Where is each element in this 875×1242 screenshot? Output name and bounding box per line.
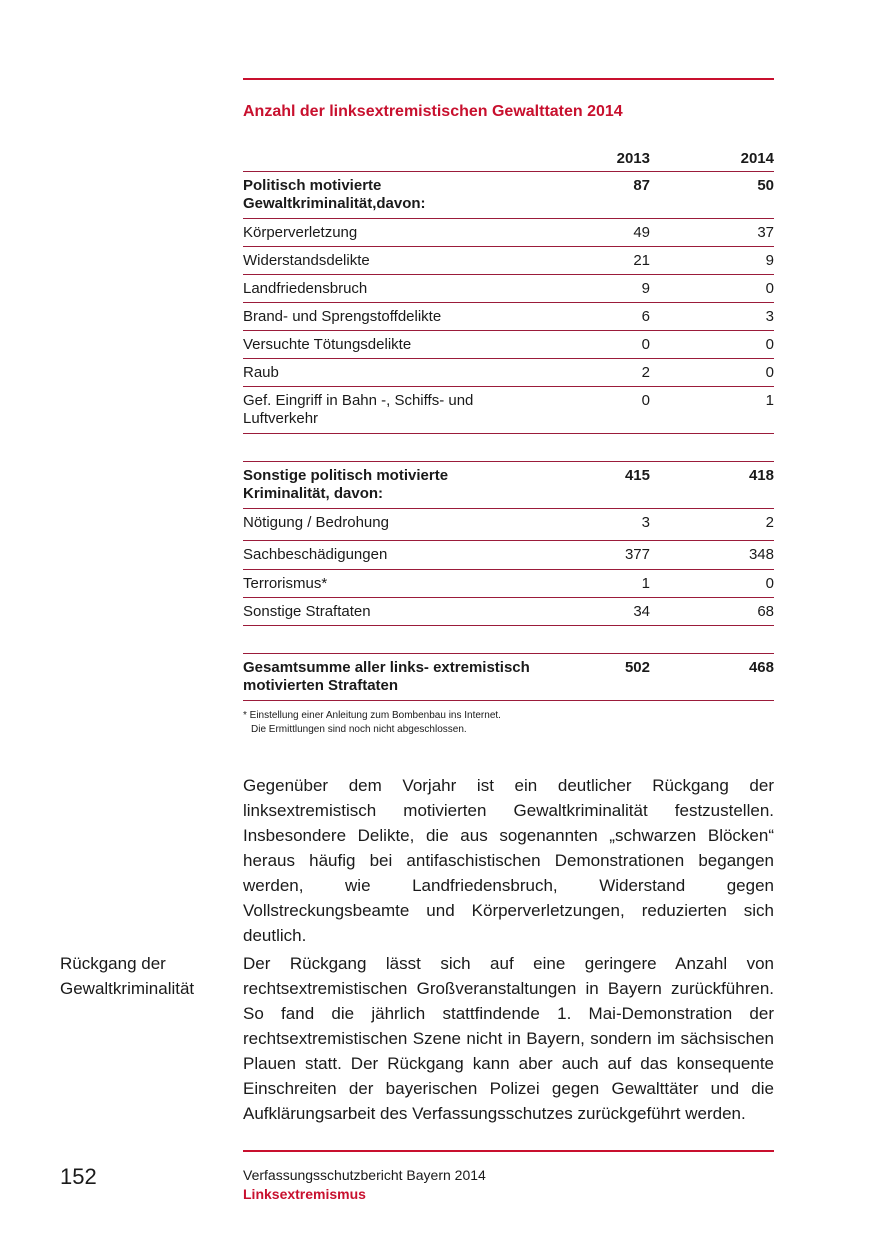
table-row: Brand- und Sprengstoffdelikte 6 3	[243, 303, 774, 331]
body-paragraph: Der Rückgang lässt sich auf eine geringe…	[243, 954, 774, 1123]
value-2013: 6	[641, 308, 650, 325]
section-title: Linksextremismus	[243, 1186, 366, 1202]
value-2014: 0	[765, 336, 774, 353]
row-label: Sachbeschädigungen	[243, 546, 388, 563]
page-number: 152	[60, 1164, 97, 1189]
row-label: Terrorismus*	[243, 575, 328, 592]
table-row: Landfriedensbruch 9 0	[243, 275, 774, 303]
value-2013: 1	[641, 575, 650, 592]
value-2014: 418	[748, 467, 774, 484]
table-header-row: 2013 2014	[243, 146, 774, 172]
value-2014: 37	[757, 224, 774, 241]
row-label: Nötigung / Bedrohung	[243, 514, 389, 531]
value-2014: 1	[765, 392, 774, 409]
table-row: Sonstige politisch motivierte Kriminalit…	[243, 462, 774, 509]
table-row: Sonstige Straftaten 34 68	[243, 598, 774, 626]
value-2013: 0	[641, 336, 650, 353]
value-2013: 0	[641, 392, 650, 409]
row-label: Politisch motivierte Gewaltkriminalität,…	[243, 177, 426, 212]
value-2014: 9	[765, 252, 774, 269]
value-2013: 3	[641, 514, 650, 531]
table-row: Raub 2 0	[243, 359, 774, 387]
table-row: Terrorismus* 1 0	[243, 570, 774, 598]
row-label: Gesamtsumme aller links- extremistisch m…	[243, 659, 530, 694]
table-spacer	[243, 626, 774, 654]
value-2013: 415	[624, 467, 650, 484]
value-2013: 49	[633, 224, 650, 241]
row-label: Widerstandsdelikte	[243, 252, 370, 269]
table-row: Sachbeschädigungen 377 348	[243, 541, 774, 570]
row-label: Landfriedensbruch	[243, 280, 368, 297]
table-row: Gef. Eingriff in Bahn -, Schiffs- und Lu…	[243, 387, 774, 434]
value-2014: 50	[757, 177, 774, 194]
value-2014: 468	[748, 659, 774, 676]
footnote-line: * Einstellung einer Anleitung zum Bomben…	[243, 710, 501, 721]
value-2014: 0	[765, 364, 774, 381]
margin-note: Rückgang der Gewaltkriminalität	[60, 951, 194, 1001]
statistics-table: 2013 2014 Politisch motivierte Gewaltkri…	[243, 146, 774, 701]
value-2014: 2	[765, 514, 774, 531]
table-row: Körperverletzung 49 37	[243, 219, 774, 247]
value-2013: 9	[641, 280, 650, 297]
margin-note-line: Rückgang der	[60, 954, 166, 973]
table-row: Versuchte Tötungsdelikte 0 0	[243, 331, 774, 359]
value-2013: 2	[641, 364, 650, 381]
footnote-line: Die Ermittlungen sind noch nicht abgesch…	[251, 724, 467, 735]
table-title: Anzahl der linksextremistischen Gewaltta…	[243, 103, 623, 120]
value-2014: 68	[757, 603, 774, 620]
table-row-total: Gesamtsumme aller links- extremistisch m…	[243, 654, 774, 701]
column-header-2013: 2013	[616, 150, 650, 167]
value-2013: 87	[633, 177, 650, 194]
table-row: Politisch motivierte Gewaltkriminalität,…	[243, 172, 774, 219]
value-2014: 0	[765, 280, 774, 297]
value-2013: 34	[633, 603, 650, 620]
table-row: Nötigung / Bedrohung 3 2	[243, 509, 774, 541]
row-label: Brand- und Sprengstoffdelikte	[243, 308, 442, 325]
row-label: Sonstige politisch motivierte Kriminalit…	[243, 467, 449, 502]
table-row: Widerstandsdelikte 21 9	[243, 247, 774, 275]
row-label: Versuchte Tötungsdelikte	[243, 336, 412, 353]
row-label: Gef. Eingriff in Bahn -, Schiffs- und Lu…	[243, 392, 474, 427]
column-header-2014: 2014	[740, 150, 774, 167]
table-spacer	[243, 434, 774, 462]
row-label: Körperverletzung	[243, 224, 358, 241]
table-footnote: * Einstellung einer Anleitung zum Bomben…	[243, 709, 501, 737]
body-paragraph: Gegenüber dem Vorjahr ist ein deutlicher…	[243, 776, 774, 945]
value-2013: 502	[624, 659, 650, 676]
row-label: Sonstige Straftaten	[243, 603, 371, 620]
value-2013: 21	[633, 252, 650, 269]
top-rule	[243, 78, 774, 80]
footer-rule	[243, 1150, 774, 1152]
value-2014: 348	[748, 546, 774, 563]
value-2013: 377	[624, 546, 650, 563]
value-2014: 0	[765, 575, 774, 592]
margin-note-line: Gewaltkriminalität	[60, 979, 195, 998]
row-label: Raub	[243, 364, 279, 381]
publication-title: Verfassungsschutzbericht Bayern 2014	[243, 1167, 486, 1183]
value-2014: 3	[765, 308, 774, 325]
footer: Verfassungsschutzbericht Bayern 2014 Lin…	[243, 1166, 486, 1204]
